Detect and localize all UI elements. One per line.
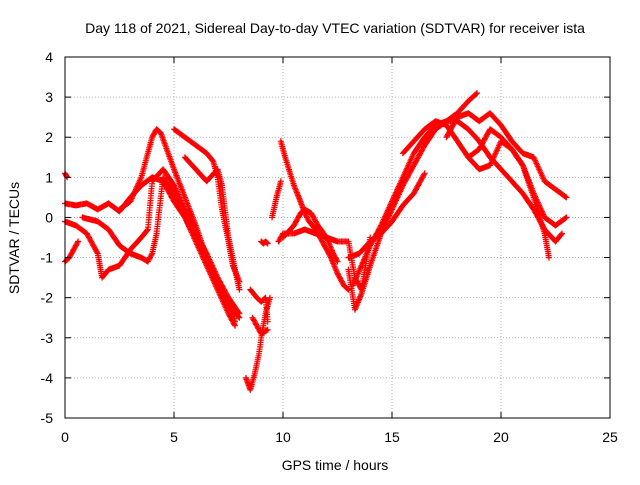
- series-markers: [277, 138, 352, 293]
- series-arc-5: [79, 174, 238, 329]
- y-tick-label: -3: [41, 330, 54, 346]
- series-markers: [181, 154, 243, 293]
- data-layer: [62, 90, 570, 393]
- series-markers: [258, 238, 271, 247]
- series-arc-12: [258, 238, 271, 247]
- y-axis-label: SDTVAR / TECUs: [6, 182, 22, 294]
- series-markers: [269, 178, 284, 221]
- series-markers: [345, 170, 428, 261]
- x-tick-label: 15: [384, 429, 400, 445]
- y-tick-label: -5: [41, 410, 54, 426]
- y-tick-label: -2: [41, 290, 54, 306]
- series-arc-19: [345, 170, 428, 261]
- series-markers: [62, 174, 238, 325]
- series-arc-21: [443, 110, 570, 201]
- x-tick-label: 0: [61, 429, 69, 445]
- series-arc-6: [116, 126, 243, 321]
- series-markers: [280, 206, 341, 265]
- series-markers: [443, 110, 570, 201]
- x-axis-label: GPS time / hours: [282, 457, 389, 473]
- y-tick-label: 1: [45, 169, 53, 185]
- y-tick-label: 4: [45, 49, 53, 65]
- x-tick-label: 25: [602, 429, 618, 445]
- series-markers: [465, 126, 570, 229]
- y-tick-label: 2: [45, 129, 53, 145]
- series-markers: [345, 90, 480, 313]
- series-markers: [116, 126, 243, 321]
- series-arc-8: [181, 154, 243, 293]
- series-markers: [79, 174, 238, 329]
- series-arc-11: [249, 314, 271, 337]
- series-arc-22: [465, 126, 570, 229]
- series-arc-15: [277, 138, 352, 293]
- series-arc-1: [62, 170, 71, 181]
- series-arc-10: [247, 286, 271, 325]
- x-tick-label: 20: [493, 429, 509, 445]
- grid-layer: [65, 57, 610, 418]
- x-tick-label: 5: [170, 429, 178, 445]
- chart-title: Day 118 of 2021, Sidereal Day-to-day VTE…: [85, 20, 585, 36]
- series-arc-3: [62, 174, 238, 325]
- y-tick-label: -1: [41, 250, 54, 266]
- series-arc-13: [269, 178, 284, 221]
- series-arc-17: [345, 90, 480, 313]
- y-tick-label: 0: [45, 209, 53, 225]
- series-markers: [62, 170, 71, 181]
- series-arc-16: [280, 206, 341, 265]
- plot-frame: [64, 56, 611, 419]
- y-tick-label: 3: [45, 89, 53, 105]
- x-tick-label: 10: [275, 429, 291, 445]
- series-markers: [249, 314, 271, 337]
- series-markers: [247, 286, 271, 325]
- tick-layer: 0 5 10 15 20 25 -5 -4 -3 -2 -1 0 1 2 3 4: [41, 49, 618, 445]
- y-tick-label: -4: [41, 370, 54, 386]
